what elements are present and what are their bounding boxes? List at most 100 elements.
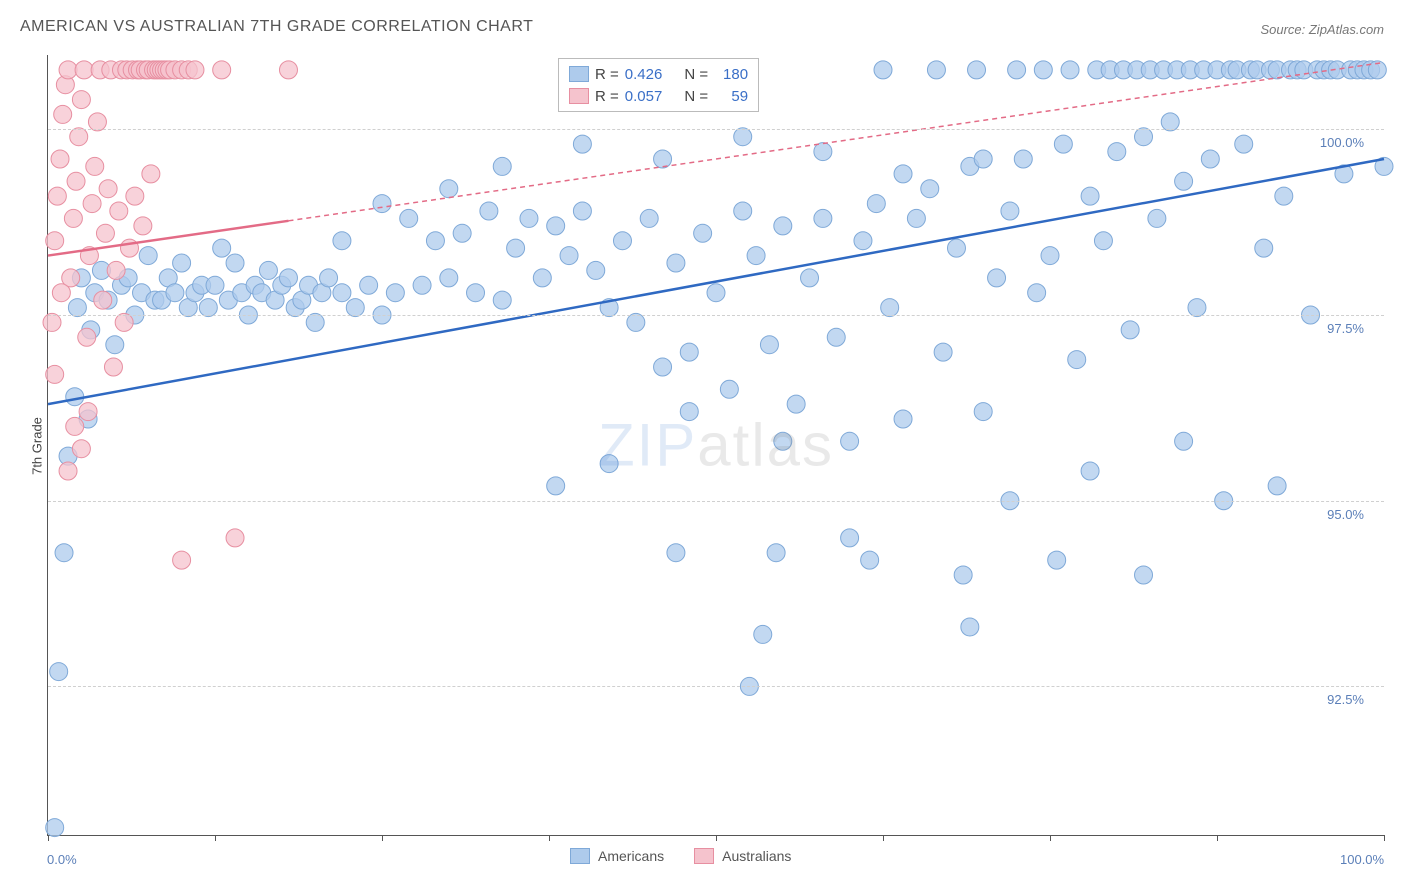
point-american [600,455,618,473]
point-american [166,284,184,302]
gridline [48,501,1384,502]
point-australian [94,291,112,309]
point-american [373,195,391,213]
legend-n-label: N = [684,66,708,83]
point-american [1068,351,1086,369]
point-australian [115,313,133,331]
point-american [413,276,431,294]
point-american [139,247,157,265]
gridline [48,686,1384,687]
x-tick [1050,835,1051,841]
point-australian [173,551,191,569]
point-american [680,343,698,361]
point-american [760,336,778,354]
legend-n-value: 59 [714,88,748,105]
y-tick-label: 97.5% [1327,321,1364,336]
legend-r-label: R = [595,88,619,105]
point-american [547,217,565,235]
y-tick-label: 95.0% [1327,507,1364,522]
point-american [613,232,631,250]
point-american [927,61,945,79]
x-tick [549,835,550,841]
point-american [654,150,672,168]
point-american [259,261,277,279]
point-american [46,819,64,837]
series-legend: AmericansAustralians [570,848,791,864]
point-american [707,284,725,302]
point-american [881,299,899,317]
point-australian [134,217,152,235]
point-american [1081,462,1099,480]
legend-item-label: Americans [598,848,664,864]
point-american [867,195,885,213]
point-american [1001,202,1019,220]
point-american [480,202,498,220]
x-tick [716,835,717,841]
point-american [1188,299,1206,317]
point-australian [226,529,244,547]
point-australian [96,224,114,242]
point-american [507,239,525,257]
point-american [1121,321,1139,339]
point-american [226,254,244,272]
chart-svg [48,55,1384,835]
point-american [199,299,217,317]
legend-swatch [569,88,589,104]
point-american [173,254,191,272]
point-american [1268,477,1286,495]
point-australian [86,157,104,175]
point-american [1008,61,1026,79]
point-american [667,544,685,562]
point-american [426,232,444,250]
point-american [720,380,738,398]
point-australian [48,187,66,205]
point-australian [213,61,231,79]
point-american [453,224,471,242]
point-australian [126,187,144,205]
point-american [320,269,338,287]
point-american [1028,284,1046,302]
point-american [1014,150,1032,168]
point-american [827,328,845,346]
point-american [1175,432,1193,450]
y-axis-label: 7th Grade [29,417,44,475]
point-american [560,247,578,265]
point-american [279,269,297,287]
point-australian [72,440,90,458]
point-american [306,313,324,331]
point-australian [99,180,117,198]
point-american [1041,247,1059,265]
point-american [974,403,992,421]
point-american [734,128,752,146]
point-american [333,232,351,250]
point-american [954,566,972,584]
legend-item: Americans [570,848,664,864]
point-american [907,209,925,227]
x-tick [1217,835,1218,841]
legend-n-value: 180 [714,66,748,83]
point-american [747,247,765,265]
point-american [841,432,859,450]
point-american [654,358,672,376]
gridline [48,129,1384,130]
point-american [68,299,86,317]
point-australian [78,328,96,346]
point-american [921,180,939,198]
point-australian [67,172,85,190]
point-australian [104,358,122,376]
point-american [1175,172,1193,190]
point-american [1094,232,1112,250]
point-american [547,477,565,495]
point-australian [107,261,125,279]
point-australian [46,232,64,250]
legend-r-label: R = [595,66,619,83]
point-american [440,269,458,287]
point-american [50,663,68,681]
point-australian [43,313,61,331]
legend-r-value: 0.057 [625,88,663,105]
trend-australian-dashed [288,62,1384,220]
point-american [587,261,605,279]
x-tick [883,835,884,841]
legend-r-value: 0.426 [625,66,663,83]
point-australian [110,202,128,220]
